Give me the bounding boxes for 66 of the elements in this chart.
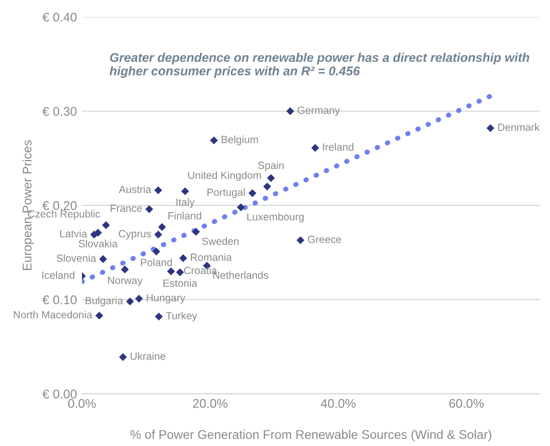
point bbox=[154, 230, 162, 239]
annotation: Bulgaria bbox=[86, 296, 124, 306]
point bbox=[263, 182, 272, 190]
point bbox=[120, 266, 129, 274]
point bbox=[102, 221, 110, 230]
point bbox=[145, 205, 154, 214]
y-tick-label: € 0.30 bbox=[42, 106, 77, 116]
annotation: Portugal bbox=[208, 188, 245, 198]
point bbox=[167, 267, 175, 276]
point bbox=[311, 144, 320, 152]
point bbox=[210, 136, 218, 144]
annotation: Ukraine bbox=[130, 352, 166, 360]
annotation: Estonia bbox=[163, 279, 198, 287]
x-tick-label: 40.0% bbox=[320, 399, 356, 408]
annotation: Denmark bbox=[498, 123, 540, 131]
annotation: Austria bbox=[118, 185, 152, 194]
annotation: Latvia bbox=[60, 230, 88, 238]
point bbox=[99, 255, 108, 264]
x-tick-label: 60.0% bbox=[449, 399, 484, 408]
annotation: Sweden bbox=[202, 237, 239, 245]
y-tick-label: € 0.10 bbox=[42, 295, 77, 304]
point bbox=[176, 268, 184, 276]
point bbox=[135, 294, 143, 303]
point bbox=[192, 228, 200, 236]
point bbox=[236, 203, 245, 212]
annotation: Slovenia bbox=[56, 254, 96, 262]
annotation: France bbox=[110, 204, 142, 212]
annotation: Slovakia bbox=[78, 240, 118, 248]
point bbox=[126, 298, 134, 306]
point bbox=[248, 189, 256, 198]
annotation: Iceland bbox=[42, 271, 74, 279]
annotation: Hungary bbox=[146, 294, 186, 304]
annotation: Cyprus bbox=[118, 230, 151, 240]
annotation: Belgium bbox=[222, 136, 258, 146]
y-tick-label: € 0.40 bbox=[42, 12, 77, 22]
point bbox=[486, 124, 494, 132]
point bbox=[296, 236, 304, 244]
point bbox=[154, 186, 162, 194]
point bbox=[95, 312, 104, 320]
point bbox=[158, 223, 166, 231]
annotation: Germany bbox=[298, 106, 340, 116]
annotation: North Macedonia bbox=[14, 310, 92, 318]
y-tick-label: € 0.00 bbox=[42, 390, 77, 398]
annotation: Luxembourg bbox=[247, 212, 304, 223]
annotation: Turkey bbox=[166, 312, 198, 322]
point bbox=[267, 174, 275, 182]
x-tick-label: 20.0% bbox=[193, 399, 228, 408]
point bbox=[152, 248, 160, 256]
point bbox=[154, 312, 163, 320]
x-axis-title: % of Power Generation From Renewable Sources (Wind & Solar) bbox=[130, 430, 492, 442]
y-tick-label: € 0.20 bbox=[42, 201, 77, 210]
annotation: Italy bbox=[176, 198, 195, 208]
annotation: Spain bbox=[258, 161, 284, 172]
annotation: Greater dependence on renewable power has a direct relationship with higher consumer prices with an R² = 0.456 bbox=[110, 52, 530, 78]
point bbox=[286, 107, 294, 116]
annotation: Ireland bbox=[323, 143, 354, 151]
annotation: Finland bbox=[168, 212, 202, 220]
point bbox=[179, 254, 188, 262]
point bbox=[119, 353, 127, 361]
annotation: United Kingdom bbox=[188, 171, 261, 181]
annotation: Norway bbox=[108, 276, 143, 286]
annotation: Romania bbox=[190, 253, 232, 261]
annotation: Greece bbox=[308, 236, 342, 244]
x-tick-label: 0.0% bbox=[68, 399, 96, 408]
point bbox=[181, 187, 190, 196]
annotation: Poland bbox=[140, 258, 172, 266]
